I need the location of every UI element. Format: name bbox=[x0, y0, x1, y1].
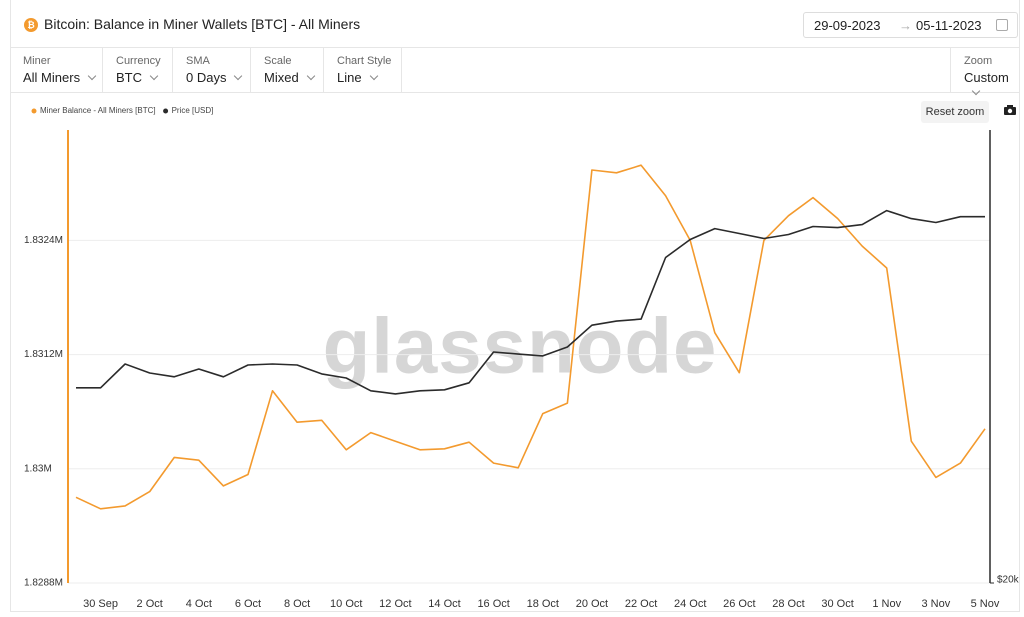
x-tick-label: 22 Oct bbox=[625, 598, 657, 610]
date-to[interactable]: 05-11-2023 bbox=[916, 18, 982, 33]
x-tick-label: 2 Oct bbox=[137, 598, 163, 610]
control-value[interactable]: Mixed bbox=[264, 70, 315, 85]
x-tick-label: 30 Sep bbox=[83, 598, 118, 610]
control-value[interactable]: Custom bbox=[964, 70, 1020, 100]
legend-marker bbox=[163, 108, 169, 114]
date-from[interactable]: 29-09-2023 bbox=[814, 18, 881, 33]
control[interactable]: Scale Mixed bbox=[251, 48, 324, 92]
control-text: Custom bbox=[964, 70, 1009, 85]
x-tick-label: 20 Oct bbox=[576, 598, 608, 610]
series-line bbox=[76, 209, 985, 395]
control-text: All Miners bbox=[23, 70, 81, 85]
y-tick-label: 1.8288M bbox=[24, 578, 63, 589]
date-range[interactable]: 29-09-2023 → 05-11-2023 bbox=[803, 12, 1018, 38]
x-tick-label: 28 Oct bbox=[772, 598, 804, 610]
x-tick-label: 14 Oct bbox=[428, 598, 460, 610]
zoom-control[interactable]: Zoom Custom bbox=[950, 48, 1020, 96]
x-tick-label: 24 Oct bbox=[674, 598, 706, 610]
control-label: Zoom bbox=[964, 55, 993, 67]
y-tick-label: 1.8312M bbox=[24, 349, 63, 360]
arrow: → bbox=[899, 18, 912, 33]
control-label: SMA bbox=[186, 55, 210, 67]
control-value[interactable]: 0 Days bbox=[186, 70, 243, 85]
y-tick-label: 1.83M bbox=[24, 463, 52, 474]
control-text: BTC bbox=[116, 70, 142, 85]
x-tick-label: 30 Oct bbox=[821, 598, 853, 610]
legend-label: Price [USD] bbox=[172, 106, 214, 115]
x-tick-label: 3 Nov bbox=[921, 598, 950, 610]
control-value[interactable]: BTC bbox=[116, 70, 159, 85]
x-tick-label: 8 Oct bbox=[284, 598, 310, 610]
x-tick-label: 12 Oct bbox=[379, 598, 411, 610]
frame bbox=[10, 0, 1020, 612]
legend-label: Miner Balance - All Miners [BTC] bbox=[40, 106, 156, 115]
control-text: 0 Days bbox=[186, 70, 227, 85]
control[interactable]: Currency BTC bbox=[103, 48, 173, 92]
y2-tick-label: $20k bbox=[997, 575, 1020, 586]
calendar-icon bbox=[996, 19, 1008, 31]
control-label: Chart Style bbox=[337, 55, 392, 67]
x-tick-label: 4 Oct bbox=[186, 598, 212, 610]
x-tick-label: 16 Oct bbox=[477, 598, 509, 610]
x-tick-label: 10 Oct bbox=[330, 598, 362, 610]
reset-zoom[interactable]: Reset zoom bbox=[921, 101, 989, 123]
control[interactable]: Chart Style Line bbox=[324, 48, 402, 92]
series-line bbox=[75, 164, 986, 510]
x-tick-label: 6 Oct bbox=[235, 598, 261, 610]
camera-icon[interactable] bbox=[1003, 104, 1017, 116]
divider bbox=[10, 47, 1020, 48]
control[interactable]: Miner All Miners bbox=[10, 48, 103, 92]
control-label: Scale bbox=[264, 55, 292, 67]
control-text: Mixed bbox=[264, 70, 299, 85]
x-tick-label: 26 Oct bbox=[723, 598, 755, 610]
control[interactable]: SMA 0 Days bbox=[173, 48, 251, 92]
chart-title: Bitcoin: Balance in Miner Wallets [BTC] … bbox=[44, 16, 361, 32]
btc-icon: ₿ bbox=[24, 18, 38, 32]
x-tick-label: 5 Nov bbox=[971, 598, 1000, 610]
divider bbox=[10, 92, 1020, 93]
control-value[interactable]: All Miners bbox=[23, 70, 97, 85]
x-tick-label: 18 Oct bbox=[527, 598, 559, 610]
control-label: Miner bbox=[23, 55, 51, 67]
watermark: glassnode bbox=[323, 302, 718, 390]
control-label: Currency bbox=[116, 55, 161, 67]
control-value[interactable]: Line bbox=[337, 70, 378, 85]
control-text: Line bbox=[337, 70, 362, 85]
x-tick-label: 1 Nov bbox=[872, 598, 901, 610]
legend-marker bbox=[31, 108, 37, 114]
y-tick-label: 1.8324M bbox=[24, 235, 63, 246]
